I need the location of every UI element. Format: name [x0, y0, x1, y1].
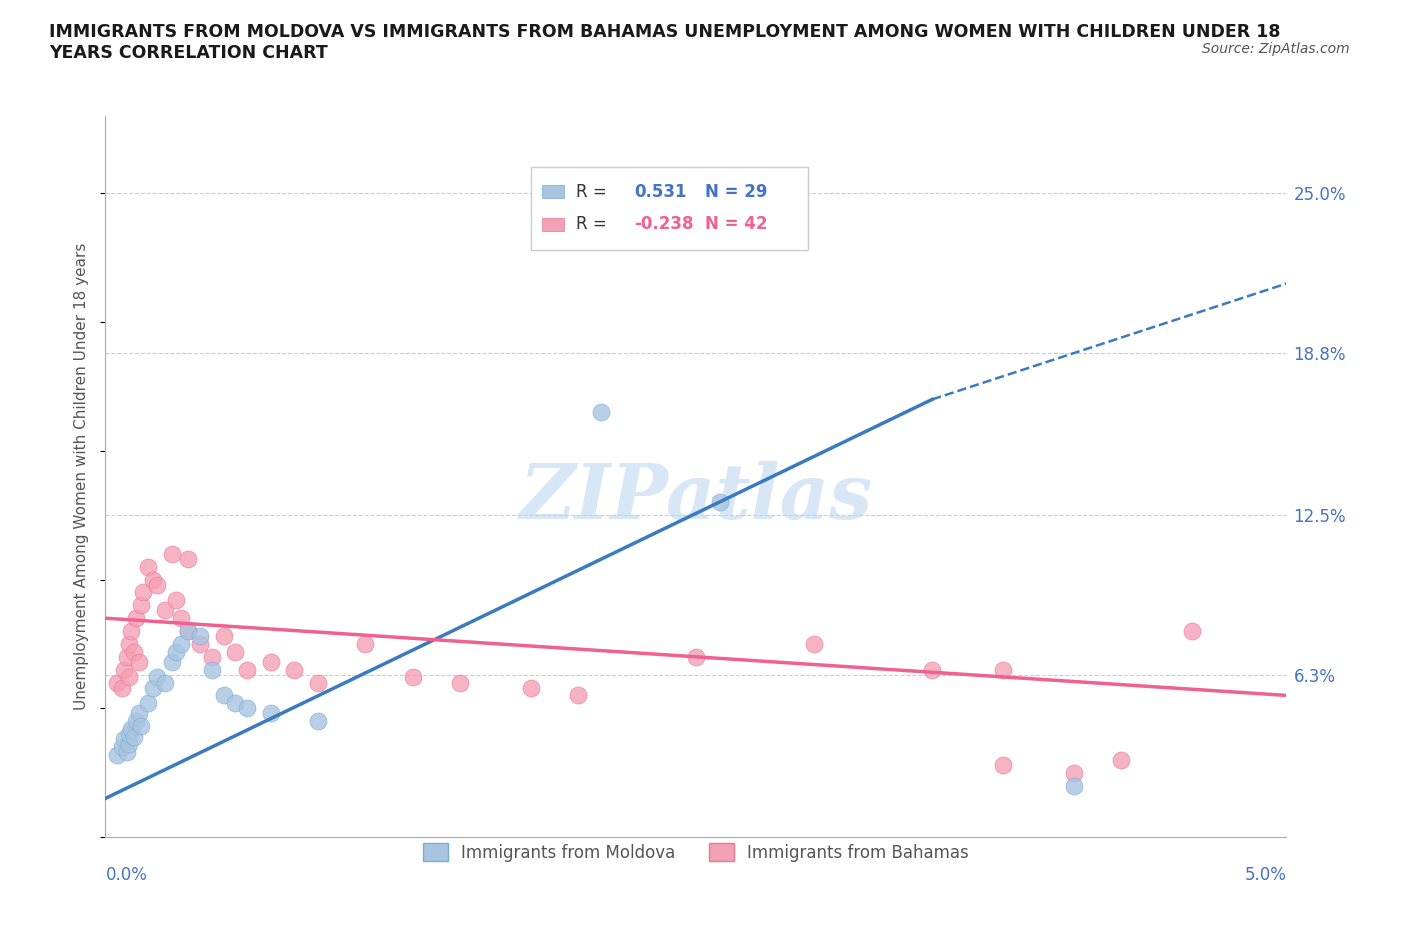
Point	[212, 688, 235, 703]
Point	[283, 662, 305, 677]
Point	[111, 680, 134, 695]
Y-axis label: Unemployment Among Women with Children Under 18 years: Unemployment Among Women with Children U…	[75, 243, 90, 711]
Point	[260, 706, 283, 721]
Point	[991, 662, 1014, 677]
Point	[105, 747, 128, 762]
Point	[125, 611, 148, 626]
Text: Source: ZipAtlas.com: Source: ZipAtlas.com	[1202, 42, 1350, 56]
Point	[224, 696, 246, 711]
Text: IMMIGRANTS FROM MOLDOVA VS IMMIGRANTS FROM BAHAMAS UNEMPLOYMENT AMONG WOMEN WITH: IMMIGRANTS FROM MOLDOVA VS IMMIGRANTS FR…	[49, 23, 1281, 62]
Point	[449, 675, 471, 690]
Point	[991, 757, 1014, 772]
Point	[260, 655, 283, 670]
Point	[201, 649, 224, 664]
Point	[921, 662, 943, 677]
Point	[142, 572, 165, 587]
Point	[1181, 624, 1204, 639]
Point	[1063, 765, 1085, 780]
Point	[709, 495, 731, 510]
Point	[136, 696, 159, 711]
Point	[188, 636, 211, 651]
Point	[122, 729, 145, 744]
FancyBboxPatch shape	[530, 166, 808, 249]
Point	[118, 636, 141, 651]
Text: R =: R =	[575, 216, 606, 233]
Point	[118, 670, 141, 684]
Point	[177, 624, 200, 639]
Point	[307, 675, 329, 690]
Point	[160, 655, 183, 670]
Point	[120, 722, 142, 737]
Point	[129, 719, 152, 734]
Point	[177, 551, 200, 566]
Point	[153, 675, 176, 690]
Point	[146, 578, 169, 592]
Point	[1063, 778, 1085, 793]
Point	[188, 629, 211, 644]
Point	[105, 675, 128, 690]
Point	[129, 598, 152, 613]
Point	[307, 713, 329, 728]
Point	[170, 636, 193, 651]
FancyBboxPatch shape	[543, 218, 564, 231]
Point	[803, 636, 825, 651]
Point	[111, 739, 134, 754]
Point	[165, 592, 187, 607]
Text: ZIPatlas: ZIPatlas	[519, 461, 873, 536]
Text: N = 29: N = 29	[706, 183, 768, 201]
Point	[122, 644, 145, 659]
Text: R =: R =	[575, 183, 606, 201]
Point	[146, 670, 169, 684]
Point	[115, 649, 138, 664]
Point	[201, 662, 224, 677]
Point	[212, 629, 235, 644]
Text: 0.531: 0.531	[634, 183, 688, 201]
Text: 0.0%: 0.0%	[105, 866, 148, 884]
Point	[519, 680, 541, 695]
Point	[128, 655, 150, 670]
Text: N = 42: N = 42	[706, 216, 768, 233]
Point	[118, 726, 141, 741]
Point	[128, 706, 150, 721]
Point	[165, 644, 187, 659]
Point	[112, 662, 135, 677]
Text: -0.238: -0.238	[634, 216, 695, 233]
Point	[142, 680, 165, 695]
Point	[160, 547, 183, 562]
Point	[136, 559, 159, 574]
Point	[125, 713, 148, 728]
Point	[354, 636, 377, 651]
Legend: Immigrants from Moldova, Immigrants from Bahamas: Immigrants from Moldova, Immigrants from…	[416, 837, 976, 869]
Point	[115, 745, 138, 760]
Point	[170, 611, 193, 626]
Text: 5.0%: 5.0%	[1244, 866, 1286, 884]
Point	[112, 732, 135, 747]
FancyBboxPatch shape	[543, 185, 564, 198]
Point	[177, 624, 200, 639]
Point	[118, 737, 141, 751]
Point	[120, 624, 142, 639]
Point	[153, 603, 176, 618]
Point	[1109, 752, 1132, 767]
Point	[236, 662, 259, 677]
Point	[685, 649, 707, 664]
Point	[236, 701, 259, 716]
Point	[224, 644, 246, 659]
Point	[567, 688, 589, 703]
Point	[401, 670, 423, 684]
Point	[591, 405, 613, 419]
Point	[132, 585, 155, 600]
